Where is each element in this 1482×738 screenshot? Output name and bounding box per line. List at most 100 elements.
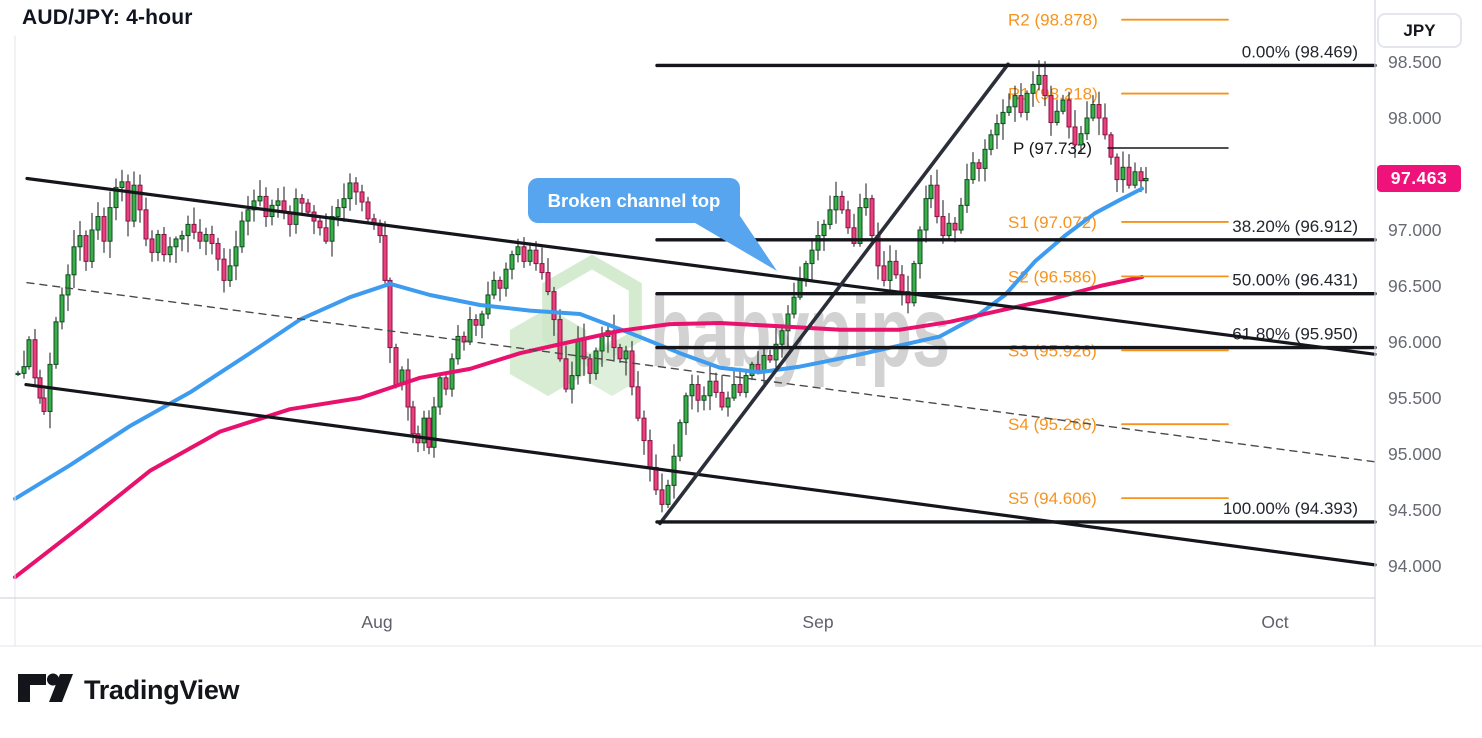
fast-ma-blue[interactable]	[13, 186, 1144, 501]
candle	[341, 198, 347, 209]
candle	[1084, 117, 1090, 135]
candle	[1132, 171, 1138, 186]
candle	[53, 321, 59, 365]
candle	[994, 123, 1000, 136]
candle	[1042, 74, 1048, 97]
fib-label-0.00%: 0.00% (98.469)	[1242, 42, 1358, 61]
candle	[683, 395, 689, 424]
candle	[83, 235, 89, 262]
pivot-label-R2: R2 (98.878)	[1008, 11, 1098, 30]
price-axis-label: 98.000	[1388, 108, 1442, 128]
level-labels: R2 (98.878)R1 (98.218)P (97.732)S1 (97.0…	[1008, 11, 1358, 518]
candle	[737, 384, 743, 393]
candle	[443, 377, 449, 390]
tradingview-logo-text: TradingView	[84, 674, 240, 705]
candle	[1138, 171, 1144, 182]
candle	[515, 246, 521, 256]
candle	[233, 246, 239, 267]
candle	[137, 184, 143, 211]
candle	[647, 440, 653, 468]
candle	[821, 223, 827, 237]
candle	[689, 384, 695, 397]
candle	[497, 279, 503, 289]
fib-label-61.80%: 61.80% (95.950)	[1232, 325, 1358, 344]
candle	[779, 330, 785, 345]
candle	[149, 238, 155, 253]
candle	[185, 223, 191, 237]
pivot-label-R1: R1 (98.218)	[1008, 85, 1098, 104]
candle	[653, 466, 659, 491]
candle	[167, 246, 173, 256]
candle	[382, 235, 388, 281]
callout-tail	[690, 213, 777, 271]
candle	[365, 201, 371, 220]
candle	[545, 272, 551, 293]
candle	[32, 339, 38, 379]
fib-label-38.20%: 38.20% (96.912)	[1232, 217, 1358, 236]
axes[interactable]: 98.500 98.000 97.000 96.500 96.000 95.500 95.0…	[0, 0, 1482, 647]
pivot-label-S5: S5 (94.606)	[1008, 489, 1097, 508]
candle	[635, 386, 641, 419]
candle	[719, 391, 725, 408]
currency-label-box[interactable]: JPY	[1377, 13, 1462, 48]
pivot-label-S2: S2 (96.586)	[1008, 267, 1097, 286]
pivot-level-lines	[1107, 18, 1229, 500]
candle	[599, 335, 605, 352]
candle	[695, 384, 701, 401]
candle	[221, 258, 227, 281]
price-axis-label: 96.000	[1388, 332, 1442, 352]
candle	[707, 380, 713, 397]
fib-retracement-lines[interactable]	[655, 63, 1377, 524]
candle	[155, 233, 161, 253]
candle	[629, 350, 635, 388]
candle	[263, 195, 269, 218]
candle	[539, 263, 545, 274]
candle	[641, 417, 647, 442]
candle	[197, 231, 203, 242]
candle	[410, 406, 416, 435]
candle	[1024, 92, 1030, 113]
candle	[839, 195, 845, 211]
price-axis-label: 98.500	[1388, 52, 1442, 72]
chart-title: AUD/JPY: 4-hour	[22, 6, 193, 29]
broken-channel-callout[interactable]: Broken channel top	[528, 178, 740, 223]
candle	[803, 263, 809, 281]
candle	[964, 179, 970, 206]
candle	[934, 184, 940, 218]
candle	[293, 198, 299, 225]
candle	[1143, 177, 1149, 182]
currency-label: JPY	[1403, 20, 1436, 40]
candle	[617, 347, 623, 360]
candle	[1048, 95, 1054, 123]
candle	[923, 198, 929, 231]
candle	[455, 335, 461, 360]
candle	[911, 263, 917, 304]
candle	[881, 265, 887, 281]
candle	[785, 313, 791, 332]
price-axis-label: 94.000	[1388, 556, 1442, 576]
candle	[479, 313, 485, 326]
candle	[209, 233, 215, 244]
candle	[1096, 104, 1102, 119]
candle	[521, 246, 527, 262]
candle	[767, 354, 773, 361]
candle	[431, 406, 437, 448]
candle	[857, 207, 863, 244]
candle	[161, 233, 167, 256]
candle	[815, 235, 821, 251]
candle	[1012, 95, 1018, 108]
candle	[809, 249, 815, 265]
candle	[905, 291, 911, 304]
pivot-label-S3: S3 (95.926)	[1008, 341, 1097, 360]
pivot-label-P: P (97.732)	[1013, 139, 1092, 158]
candle	[917, 229, 923, 265]
slow-ma-pink[interactable]	[13, 275, 1144, 580]
candle	[887, 260, 893, 281]
candlestick-series[interactable]	[15, 60, 1149, 513]
tradingview-logo[interactable]: TradingView	[16, 670, 240, 710]
candle	[928, 184, 934, 200]
candle	[41, 397, 47, 412]
price-axis-label: 95.000	[1388, 444, 1442, 464]
candle	[71, 246, 77, 276]
